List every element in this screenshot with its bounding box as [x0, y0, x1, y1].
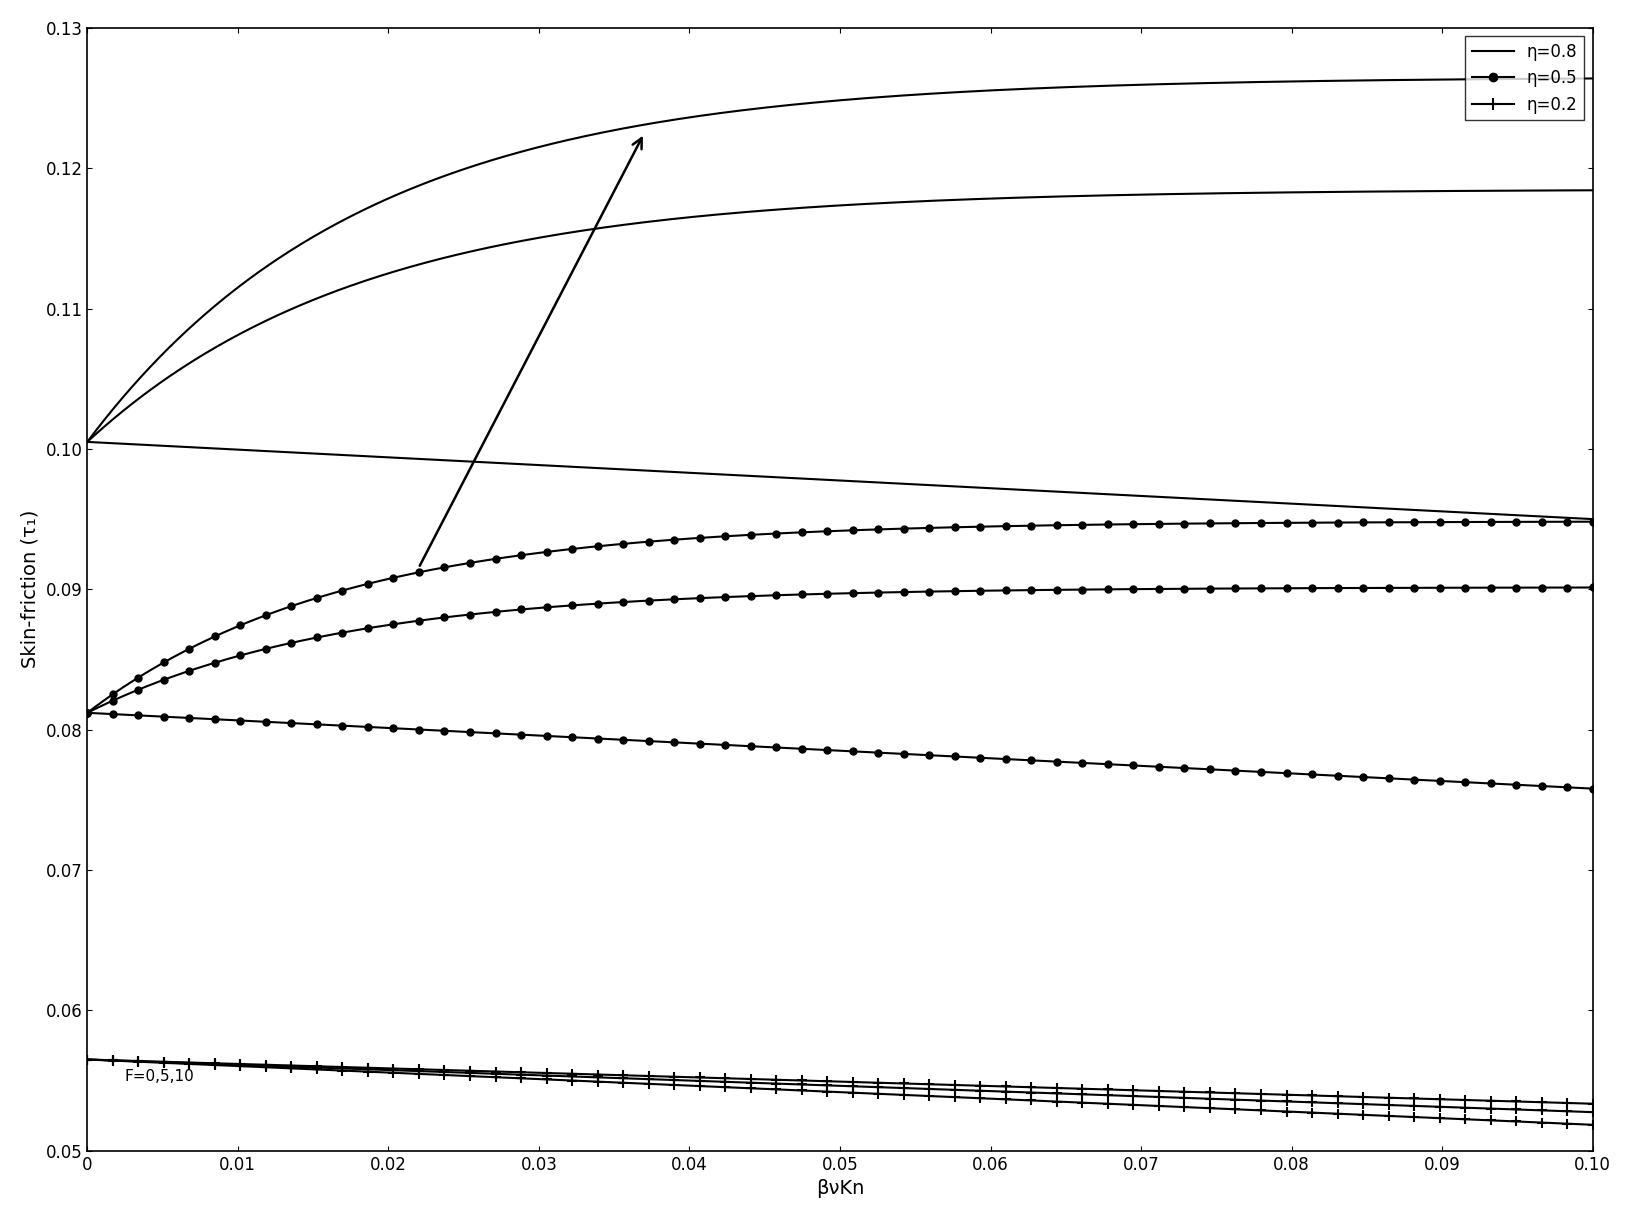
- η=0.5: [893, 522, 912, 536]
- Y-axis label: Skin-friction (τ₁): Skin-friction (τ₁): [21, 510, 39, 668]
- η=0.2: [1312, 1089, 1332, 1103]
- η=0.8: [1583, 71, 1603, 85]
- Line: η=0.2: η=0.2: [86, 1059, 1593, 1103]
- η=0.8: [974, 83, 994, 98]
- η=0.2: [1583, 1096, 1603, 1111]
- Text: F=0,5,10: F=0,5,10: [126, 1069, 194, 1084]
- η=0.5: [1547, 514, 1567, 529]
- η=0.2: [793, 1073, 813, 1087]
- η=0.5: [801, 524, 821, 539]
- η=0.2: [893, 1076, 912, 1091]
- η=0.5: [1312, 516, 1332, 530]
- η=0.2: [801, 1074, 821, 1089]
- η=0.2: [77, 1052, 96, 1067]
- η=0.8: [893, 88, 912, 102]
- X-axis label: βνKn: βνKn: [816, 1179, 865, 1198]
- Legend: η=0.8, η=0.5, η=0.2: η=0.8, η=0.5, η=0.2: [1466, 37, 1585, 121]
- η=0.2: [1547, 1096, 1567, 1111]
- η=0.8: [1312, 73, 1332, 88]
- Line: η=0.8: η=0.8: [86, 78, 1593, 442]
- η=0.2: [974, 1079, 994, 1093]
- η=0.5: [974, 519, 994, 534]
- η=0.8: [801, 95, 821, 110]
- η=0.8: [1547, 72, 1567, 87]
- η=0.8: [77, 435, 96, 450]
- Line: η=0.5: η=0.5: [86, 522, 1593, 713]
- η=0.5: [77, 706, 96, 720]
- η=0.5: [1583, 514, 1603, 529]
- η=0.8: [793, 96, 813, 111]
- η=0.5: [793, 525, 813, 540]
